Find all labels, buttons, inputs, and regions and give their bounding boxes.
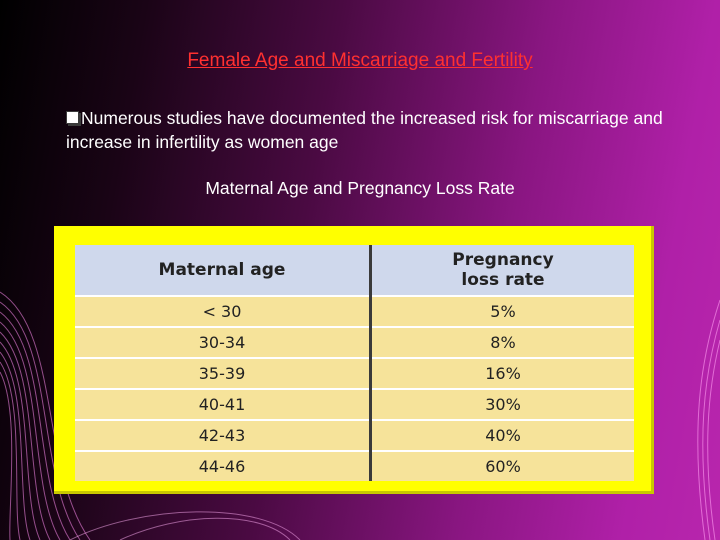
age-cell: < 30 xyxy=(75,296,372,328)
rate-cell: 30% xyxy=(370,389,634,421)
header-loss-rate-line1: Pregnancy xyxy=(452,250,554,270)
table-row: 44-46 60% xyxy=(75,451,634,481)
age-cell: 30-34 xyxy=(75,327,372,359)
rate-cell: 40% xyxy=(370,420,634,452)
age-cell: 35-39 xyxy=(75,358,372,390)
checkbox-bullet-icon xyxy=(66,111,79,124)
rate-cell: 5% xyxy=(370,296,634,328)
rate-cell: 60% xyxy=(370,451,634,481)
header-loss-rate-line2: loss rate xyxy=(461,270,545,290)
rate-cell: 16% xyxy=(370,358,634,390)
age-cell: 44-46 xyxy=(75,451,372,481)
table-row: 30-34 8% xyxy=(75,327,634,359)
slide-title: Female Age and Miscarriage and Fertility xyxy=(187,50,533,71)
table-row: 40-41 30% xyxy=(75,389,634,421)
pregnancy-loss-table: Maternal age Pregnancy loss rate < 30 5%… xyxy=(75,245,634,481)
bullet-paragraph: Numerous studies have documented the inc… xyxy=(66,106,666,154)
bullet-text: Numerous studies have documented the inc… xyxy=(66,108,663,152)
table-frame: Maternal age Pregnancy loss rate < 30 5%… xyxy=(54,226,654,494)
table-caption: Maternal Age and Pregnancy Loss Rate xyxy=(205,178,515,198)
rate-cell: 8% xyxy=(370,327,634,359)
age-cell: 40-41 xyxy=(75,389,372,421)
table-header-row: Maternal age Pregnancy loss rate xyxy=(75,245,634,297)
frame-shadow xyxy=(54,226,654,494)
age-cell: 42-43 xyxy=(75,420,372,452)
table-row: 35-39 16% xyxy=(75,358,634,390)
table-row: 42-43 40% xyxy=(75,420,634,452)
header-loss-rate: Pregnancy loss rate xyxy=(370,245,634,297)
table-row: < 30 5% xyxy=(75,296,634,328)
header-maternal-age: Maternal age xyxy=(75,245,372,297)
